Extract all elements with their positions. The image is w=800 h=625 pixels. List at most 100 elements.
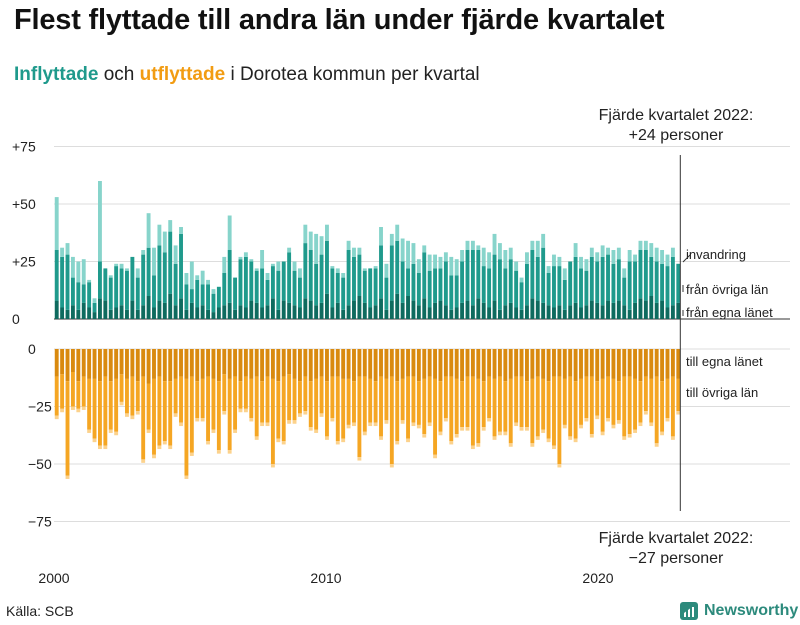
bar-in (525, 305, 529, 319)
bar-in (503, 250, 508, 269)
bar-in (222, 305, 227, 319)
legend-pointer (682, 254, 691, 263)
bar-out-cap (303, 411, 308, 415)
bar-in (422, 298, 427, 319)
bar-in (233, 309, 238, 319)
bar-in (606, 300, 610, 319)
bar-out (211, 378, 216, 430)
bar-out (525, 349, 529, 382)
bar-out (552, 349, 556, 377)
bar-out-cap (308, 427, 313, 431)
bar-in (103, 300, 108, 319)
bar-out-cap (76, 408, 81, 413)
bar-out-cap (362, 431, 367, 436)
bar-in (330, 266, 335, 269)
bar-out (119, 374, 124, 402)
bar-in (325, 293, 329, 319)
bar-out-cap (427, 422, 432, 427)
bar-in (287, 302, 292, 319)
bar-in (508, 247, 513, 260)
bar-in (525, 252, 529, 264)
bar-in (276, 270, 281, 310)
bar-out (98, 381, 102, 446)
chart-title: Flest flyttade till andra län under fjär… (14, 4, 665, 36)
bar-out (422, 349, 427, 379)
bar-out (654, 376, 659, 444)
bar-in (276, 261, 281, 271)
bar-in (595, 252, 600, 262)
bar-in (670, 256, 675, 306)
brand-name: Newsworthy (704, 602, 799, 619)
bar-out-cap (422, 434, 427, 438)
bar-in (600, 305, 605, 319)
bar-in (60, 256, 65, 308)
bar-in (254, 302, 259, 319)
bar-in (265, 305, 270, 319)
y-tick-label: +75 (12, 139, 36, 155)
bar-in (352, 300, 356, 319)
bar-out-cap (162, 441, 167, 445)
bar-out (633, 349, 637, 379)
bar-in (508, 302, 513, 319)
bar-in (649, 243, 654, 257)
bar-in (200, 284, 205, 306)
bar-in (330, 307, 335, 319)
bar-in (87, 307, 92, 319)
bar-out (341, 349, 346, 379)
bar-in (357, 254, 362, 296)
bar-out-cap (125, 413, 129, 417)
bar-out-cap (265, 422, 270, 427)
bar-in (141, 254, 146, 306)
y-tick-label: +50 (12, 196, 36, 212)
bar-in (400, 261, 405, 303)
bar-in (287, 247, 292, 253)
bar-in (216, 286, 221, 308)
bar-out (254, 349, 259, 377)
bar-out (195, 381, 200, 418)
bar-in (184, 273, 189, 285)
bar-in (357, 247, 362, 255)
bar-in (346, 305, 351, 319)
bar-in (346, 240, 351, 250)
bar-in (427, 270, 432, 308)
source-note: Källa: SCB (6, 603, 74, 619)
bar-in (476, 245, 481, 250)
bar-out (384, 378, 389, 421)
bar-out (352, 349, 356, 382)
bar-in (189, 302, 194, 319)
bar-out (535, 376, 540, 437)
bar-out (335, 376, 340, 441)
bar-out (660, 381, 665, 432)
bar-out-cap (384, 420, 389, 424)
bar-out (616, 349, 621, 382)
bar-out (492, 349, 497, 379)
bar-in (568, 261, 573, 306)
bar-in (325, 224, 329, 241)
bar-out-cap (600, 431, 605, 436)
bar-out (103, 349, 108, 377)
bar-in (114, 266, 119, 308)
bar-in (341, 309, 346, 319)
bar-out-cap (460, 427, 465, 431)
bar-in (173, 245, 178, 264)
bar-out (276, 381, 281, 439)
bar-in (103, 268, 108, 301)
bar-out (330, 349, 335, 377)
bar-out-cap (503, 431, 508, 436)
bar-out (562, 349, 567, 379)
bar-in (168, 220, 173, 232)
bar-in (297, 307, 302, 319)
bar-out (297, 381, 302, 414)
bar-out (162, 349, 167, 382)
bar-in (649, 256, 654, 296)
newsworthy-brand[interactable]: Newsworthy (680, 600, 798, 622)
bar-in (98, 298, 102, 319)
bar-out-cap (146, 429, 151, 433)
bar-out (362, 349, 367, 377)
bar-in (411, 243, 416, 264)
bar-out (335, 349, 340, 377)
bar-in (92, 298, 97, 303)
bar-out (676, 349, 681, 379)
bar-in (319, 254, 324, 303)
